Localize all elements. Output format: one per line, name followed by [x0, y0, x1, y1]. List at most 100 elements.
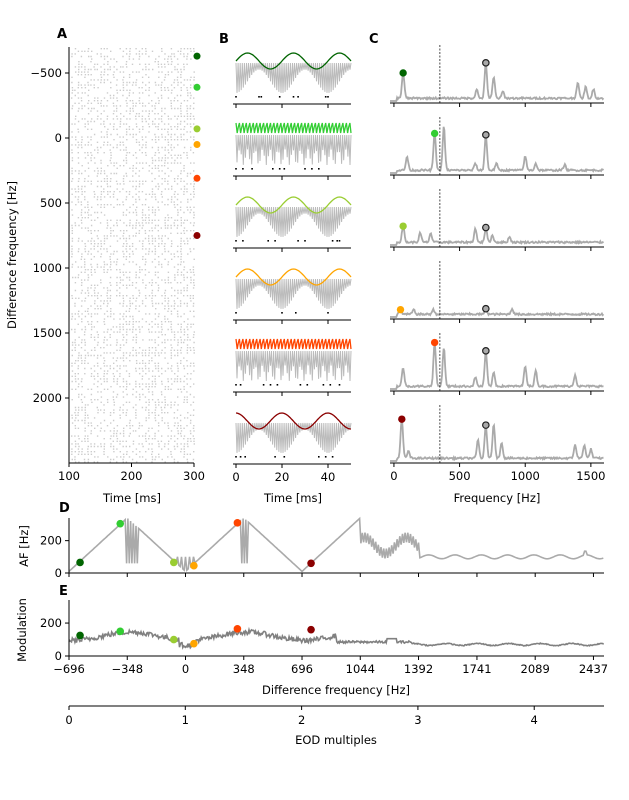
envelope-trace [235, 122, 352, 134]
spike-dot [283, 456, 286, 458]
spike-dot [235, 168, 237, 170]
spike-dot [283, 168, 286, 170]
y-tick-label: 200 [40, 534, 62, 548]
panel-c-row [390, 117, 605, 179]
x-tick-label: 20 [275, 470, 290, 484]
carrier-trace [235, 134, 352, 166]
spike-dot [235, 456, 237, 458]
panel-label-a: A [57, 27, 67, 42]
eod-peak-marker [482, 304, 490, 313]
envelope-trace [235, 338, 352, 350]
spike-dot [297, 96, 299, 98]
spike-dot [327, 312, 329, 314]
panel-b-row [233, 268, 352, 324]
df-peak-marker [430, 129, 439, 138]
envelope-trace [235, 412, 352, 430]
x-tick-label: 696 [291, 662, 313, 676]
x-tick-label: 100 [58, 469, 80, 483]
spectrum-trace [390, 418, 604, 462]
eod-peak-marker [482, 223, 490, 232]
spike-dot [276, 384, 279, 386]
df-marker [193, 83, 201, 91]
x-tick-label: 0 [390, 469, 397, 483]
spike-dot [262, 384, 265, 386]
y-tick-label: 200 [40, 616, 62, 630]
x-tick-label: 3 [414, 713, 421, 727]
panel-label-c: C [369, 32, 379, 47]
panel-label-e: E [59, 584, 68, 599]
y-tick-label: 500 [40, 196, 62, 210]
x-tick-label: 200 [121, 469, 143, 483]
envelope-trace [235, 196, 352, 214]
df-marker [193, 52, 201, 60]
spike-dot [239, 384, 242, 386]
panel-b-row [233, 52, 352, 108]
panel-b-xlabel: Time [ms] [263, 491, 322, 505]
spike-dot [267, 240, 269, 242]
spectrum-trace [390, 306, 605, 318]
x-tick-label: 2089 [521, 662, 550, 676]
y-tick-label: 0 [55, 566, 62, 580]
panel-b-traces: 0 20 40 [232, 52, 352, 484]
spike-dot [304, 240, 306, 242]
carrier-trace [235, 278, 352, 309]
x-tick-label: 1000 [511, 469, 540, 483]
spike-dot [235, 384, 237, 386]
spike-dot [260, 96, 263, 98]
spike-dot [324, 456, 327, 458]
panel-label-b: B [219, 32, 229, 47]
envelope-trace [235, 52, 352, 70]
y-tick-label: 1500 [33, 326, 62, 340]
df-peak-marker [399, 69, 407, 77]
panel-c-xlabel: Frequency [Hz] [454, 491, 541, 505]
panel-b-row [233, 196, 352, 252]
carrier-trace [235, 62, 352, 93]
spike-dot [292, 96, 295, 98]
spike-dot [318, 456, 320, 458]
df-peak-marker [399, 222, 407, 230]
panel-a-xlabel: Time [ms] [102, 491, 161, 505]
spike-dot [304, 168, 306, 170]
spike-dot [297, 240, 299, 242]
spike-dot [324, 96, 327, 98]
spike-dot [235, 96, 237, 98]
df-marker [169, 558, 178, 567]
df-peak-marker [398, 415, 406, 423]
df-marker [233, 519, 242, 527]
spike-dot [242, 168, 244, 170]
spike-dot [274, 456, 276, 458]
spike-dot [295, 312, 297, 314]
carrier-trace [235, 422, 352, 453]
panel-b-row: 0 20 40 [232, 412, 352, 484]
df-marker [190, 561, 198, 570]
df-marker [193, 232, 201, 239]
spike-dot [338, 240, 341, 242]
x-tick-label: −348 [111, 662, 143, 676]
spectrum-trace [390, 126, 605, 174]
spike-dot [306, 384, 309, 386]
panel-c-row [390, 261, 605, 323]
x-tick-label: 1 [182, 713, 189, 727]
x-tick-label: 0 [65, 713, 72, 727]
panel-b-row [233, 122, 352, 180]
spike-dot [336, 240, 338, 242]
spike-dot [281, 312, 283, 314]
af-trace [68, 516, 604, 573]
df-marker [233, 625, 242, 633]
df-marker [190, 639, 198, 648]
spectrum-trace [390, 225, 605, 246]
spike-dot [235, 312, 237, 314]
raster-spikes [71, 48, 195, 463]
panel-c-row [390, 333, 604, 395]
x-tick-label: 300 [183, 469, 205, 483]
spike-dot [331, 456, 334, 458]
x-tick-label: 1741 [462, 662, 491, 676]
spike-dot [322, 384, 325, 386]
df-marker [116, 519, 125, 528]
panel-a-ylabel: Difference frequency [Hz] [5, 181, 19, 329]
x-tick-label: 2437 [579, 662, 608, 676]
panel-c-row [390, 189, 605, 251]
spike-dot [331, 240, 334, 242]
spike-dot [258, 96, 260, 98]
